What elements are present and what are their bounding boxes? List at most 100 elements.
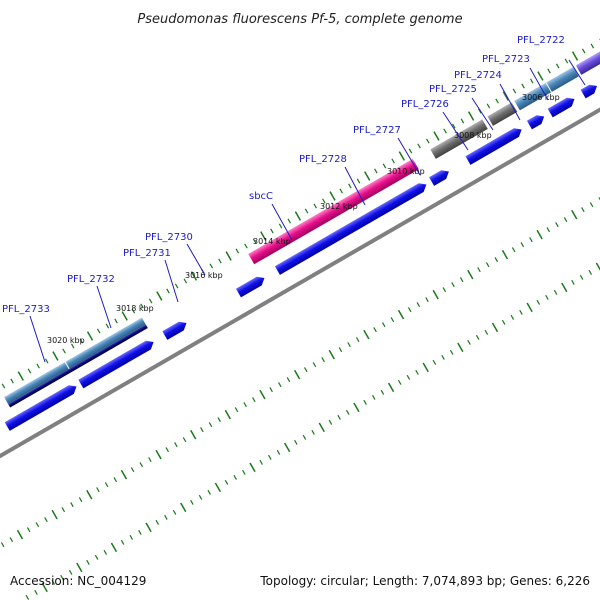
tick-mark [398, 151, 405, 161]
tick-mark [329, 191, 336, 201]
tick-mark [270, 228, 274, 234]
tick-mark [449, 349, 454, 355]
tick-mark [260, 231, 267, 241]
tick-mark [276, 449, 281, 455]
tick-mark [486, 103, 491, 109]
tick-mark [321, 357, 325, 363]
cds-feature [162, 321, 187, 340]
tick-mark [364, 171, 371, 181]
gene-label: PFL_2728 [299, 154, 347, 165]
tick-mark [391, 158, 395, 164]
tick-mark [252, 397, 256, 403]
tick-mark [218, 258, 222, 264]
tick-mark [547, 68, 551, 74]
tick-mark [174, 442, 178, 448]
scale-label: 3020 kbp [47, 336, 85, 345]
tick-mark [76, 562, 83, 573]
tick-mark [121, 311, 128, 321]
callout-line [186, 243, 206, 276]
tick-mark [200, 427, 204, 433]
tick-mark [224, 409, 231, 420]
tick-mark [1, 383, 6, 389]
tick-mark [284, 442, 291, 453]
tick-mark [172, 509, 177, 515]
tick-mark [259, 459, 263, 465]
callout-line [529, 67, 549, 101]
tick-mark [589, 202, 594, 208]
tick-mark [510, 314, 515, 320]
tick-mark [294, 211, 302, 221]
tick-mark [373, 327, 377, 333]
tick-mark [322, 198, 326, 204]
tick-mark [180, 502, 187, 513]
tick-mark [294, 439, 298, 445]
tick-mark [380, 389, 385, 395]
cds-feature [547, 97, 575, 118]
cds-feature [4, 385, 77, 431]
tick-mark [579, 274, 584, 280]
tick-mark [311, 429, 315, 435]
tick-mark [0, 542, 5, 548]
tick-mark [105, 323, 110, 329]
tick-mark [536, 229, 543, 240]
tick-mark [588, 269, 593, 275]
tick-mark [526, 302, 533, 313]
tick-mark [156, 291, 163, 301]
tick-mark [348, 183, 352, 189]
tick-mark [571, 209, 578, 220]
tick-mark [164, 514, 168, 520]
scale-label: 3012 kbp [320, 202, 358, 211]
tick-mark [561, 282, 568, 293]
callout-line [499, 83, 521, 121]
tick-mark [287, 218, 292, 224]
gene-feature-navy-strand [8, 324, 148, 408]
tick-mark [555, 63, 560, 69]
gene-label: PFL_2730 [145, 232, 193, 243]
callout-line [164, 259, 179, 303]
tick-mark [62, 348, 66, 354]
callout-line [29, 315, 46, 363]
tick-mark [484, 329, 489, 335]
tick-mark [452, 123, 456, 129]
gene-label: PFL_2731 [123, 248, 171, 259]
tick-mark [553, 289, 558, 295]
tick-mark [103, 549, 108, 555]
tick-mark [529, 78, 534, 84]
topology-text: Topology: circular; Length: 7,074,893 bp… [259, 574, 590, 588]
tick-mark [495, 98, 499, 104]
tick-mark [511, 247, 516, 253]
genome-backbone [0, 80, 600, 474]
tick-mark [174, 283, 179, 289]
tick-mark [353, 402, 360, 413]
tick-mark [130, 467, 135, 473]
tick-mark [113, 477, 118, 483]
cds-feature [235, 276, 265, 298]
tick-mark [198, 494, 203, 500]
tick-mark [70, 502, 74, 508]
tick-mark [546, 227, 551, 233]
cds-feature [465, 128, 522, 165]
tick-mark [269, 387, 273, 393]
tick-mark [416, 302, 421, 308]
tick-mark [78, 497, 83, 503]
tick-mark [406, 374, 411, 380]
gene-label: PFL_2732 [67, 274, 115, 285]
tick-mark [51, 579, 56, 585]
tick-mark [44, 358, 49, 364]
callout-line [568, 59, 586, 86]
tick-mark [293, 369, 301, 380]
accession-text: Accession: NC_004129 [10, 574, 146, 588]
tick-mark [10, 378, 14, 384]
cds-feature [78, 340, 154, 389]
tick-mark [363, 399, 367, 405]
tick-mark [382, 163, 387, 169]
tick-mark [217, 417, 221, 423]
tick-mark [494, 257, 499, 263]
tick-mark [70, 343, 75, 349]
tick-mark [537, 71, 544, 81]
tick-mark [44, 517, 48, 523]
scale-label: 3010 kbp [387, 167, 425, 176]
tick-mark [422, 362, 429, 373]
tick-mark [415, 369, 419, 375]
